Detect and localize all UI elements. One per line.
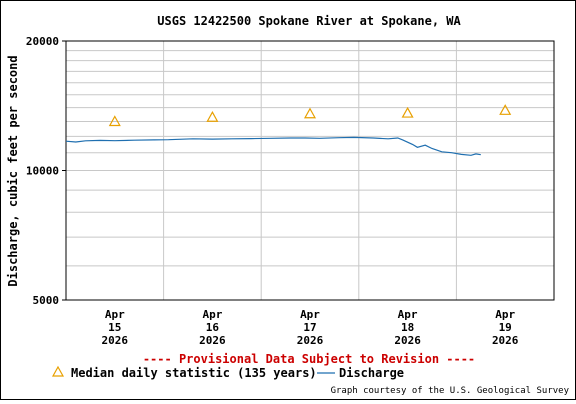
x-tick-label: 2026 — [102, 334, 129, 347]
credit-text: Graph courtesy of the U.S. Geological Su… — [331, 386, 570, 396]
x-tick-label: 16 — [206, 321, 220, 334]
x-tick-label: 18 — [401, 321, 414, 334]
y-tick-label: 5000 — [33, 294, 60, 307]
x-axis-ticks: Apr152026Apr162026Apr172026Apr182026Apr1… — [102, 308, 519, 347]
median-marker — [206, 110, 219, 122]
y-axis-label: Discharge, cubic feet per second — [6, 55, 20, 286]
grid-lines — [65, 40, 555, 301]
x-tick-label: 17 — [303, 321, 316, 334]
y-tick-label: 20000 — [26, 35, 59, 48]
x-tick-label: Apr — [105, 308, 125, 321]
y-tick-label: 10000 — [26, 165, 59, 178]
median-marker — [499, 104, 512, 115]
median-marker — [303, 107, 317, 119]
x-tick-label: Apr — [300, 308, 320, 321]
x-tick-label: Apr — [398, 308, 418, 321]
y-axis-ticks: 5000 10000 20000 — [26, 35, 66, 307]
chart-title: USGS 12422500 Spokane River at Spokane, … — [157, 14, 461, 28]
discharge-line — [65, 136, 481, 156]
legend-label-median: Median daily statistic (135 years) — [71, 366, 317, 380]
legend: Median daily statistic (135 years) Disch… — [51, 365, 404, 380]
data-series — [65, 104, 512, 156]
legend-triangle-icon — [51, 365, 65, 377]
legend-label-discharge: Discharge — [339, 366, 404, 380]
median-marker — [401, 106, 414, 118]
x-tick-label: 2026 — [297, 334, 324, 347]
x-tick-label: 2026 — [199, 334, 226, 347]
provisional-notice: ---- Provisional Data Subject to Revisio… — [143, 352, 475, 366]
x-tick-label: Apr — [202, 308, 222, 321]
median-marker — [108, 115, 121, 127]
x-tick-label: 19 — [499, 321, 512, 334]
x-tick-label: 15 — [108, 321, 121, 334]
x-tick-label: Apr — [495, 308, 515, 321]
x-tick-label: 2026 — [394, 334, 421, 347]
x-tick-label: 2026 — [492, 334, 519, 347]
